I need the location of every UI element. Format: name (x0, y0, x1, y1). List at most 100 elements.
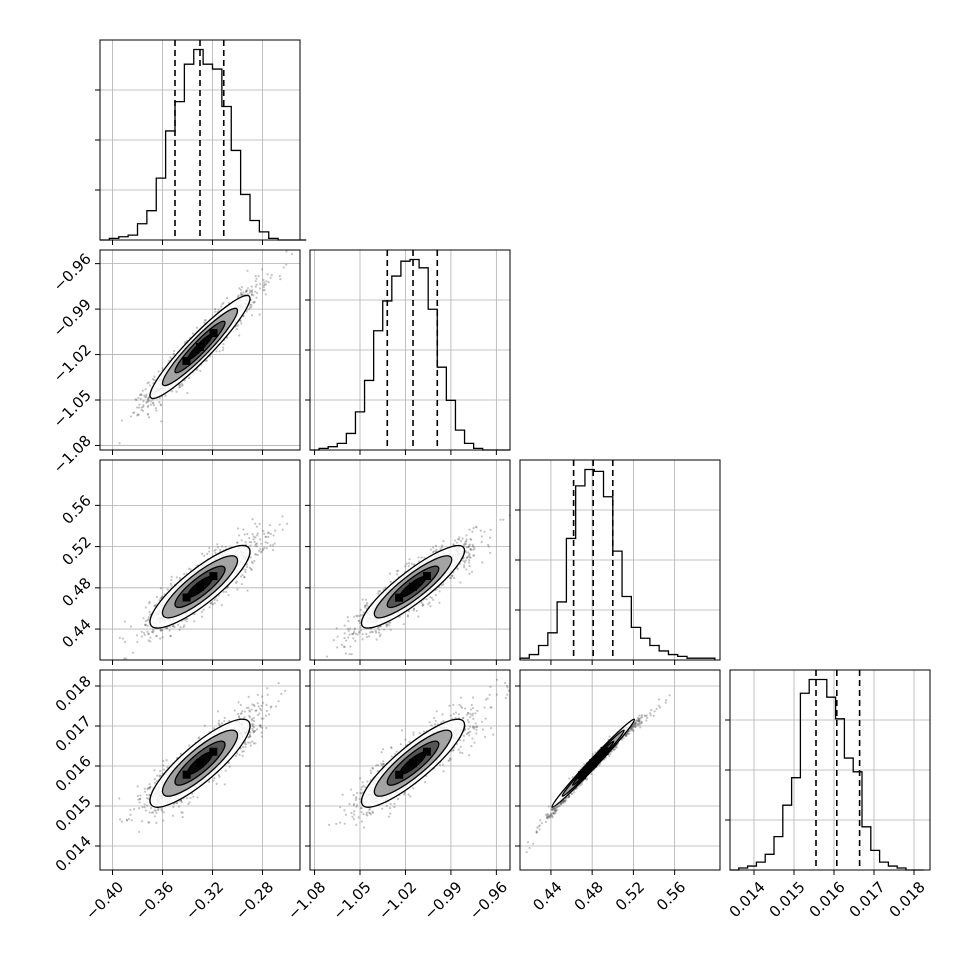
scatter-point (435, 548, 438, 551)
scatter-point (263, 546, 266, 549)
scatter-point (240, 286, 244, 289)
scatter-point (160, 595, 163, 599)
scatter-point (180, 384, 183, 387)
y-tick-label: 0.015 (52, 792, 95, 835)
scatter-point (472, 554, 476, 557)
scatter-point (152, 404, 156, 407)
scatter-point (273, 542, 276, 545)
scatter-point (146, 405, 149, 408)
scatter-point (259, 287, 262, 290)
scatter-point (379, 625, 383, 628)
scatter-point (211, 603, 215, 606)
scatter-point (463, 564, 466, 567)
density-peak (182, 593, 191, 602)
scatter-point (164, 394, 167, 397)
scatter-point (475, 526, 478, 529)
scatter-point (480, 535, 483, 538)
scatter-point (468, 552, 471, 555)
y-tick-label: −1.02 (50, 341, 95, 386)
scatter-density (325, 514, 510, 658)
scatter-point (385, 624, 388, 627)
scatter-point (178, 576, 182, 580)
scatter-point (351, 632, 354, 636)
density-peak (395, 593, 404, 602)
scatter-point (462, 560, 466, 563)
scatter-point (267, 281, 270, 284)
scatter-point (252, 301, 256, 304)
scatter-point (450, 574, 454, 577)
scatter-point (382, 628, 386, 631)
scatter-point (286, 522, 289, 525)
scatter-point (258, 724, 262, 727)
scatter-point (395, 570, 399, 573)
scatter-point (434, 594, 437, 597)
scatter-point (250, 293, 253, 296)
scatter-point (151, 631, 154, 634)
scatter-point (246, 589, 249, 592)
scatter-point (165, 627, 169, 630)
scatter-point (269, 276, 272, 279)
scatter-point (169, 634, 172, 638)
scatter-density (118, 515, 289, 660)
scatter-point (243, 533, 246, 536)
scatter-point (159, 628, 162, 631)
scatter-point (213, 549, 216, 552)
scatter-point (264, 540, 267, 544)
scatter-point (249, 544, 252, 547)
scatter-point (489, 528, 492, 531)
scatter-point (472, 527, 475, 530)
scatter-point (421, 603, 425, 606)
scatter-point (153, 375, 156, 378)
scatter-point (248, 709, 251, 712)
scatter-point (213, 307, 217, 311)
y-tick-label: 0.48 (58, 574, 94, 610)
scatter-point (259, 551, 263, 554)
scatter-point (137, 406, 141, 409)
scatter-point (356, 633, 359, 636)
scatter-point (169, 356, 172, 359)
scatter-point (178, 628, 181, 632)
scatter-point (135, 398, 138, 402)
scatter-point (148, 602, 151, 605)
scatter-point (420, 601, 423, 604)
scatter-point (146, 619, 149, 622)
scatter-point (188, 376, 191, 380)
scatter-point (216, 543, 219, 546)
pair-panel-frame (99, 249, 301, 451)
scatter-point (407, 562, 411, 565)
scatter-point (421, 604, 424, 607)
scatter-point (266, 531, 269, 534)
histogram-step (730, 678, 924, 871)
scatter-point (144, 790, 147, 793)
scatter-point (262, 278, 265, 281)
scatter-point (352, 632, 355, 635)
scatter-point (379, 633, 382, 636)
scatter-point (467, 545, 470, 549)
scatter-point (173, 625, 176, 628)
scatter-point (255, 296, 258, 299)
scatter-point (123, 657, 126, 660)
scatter-point (254, 544, 257, 547)
scatter-point (470, 548, 473, 551)
scatter-point (350, 653, 353, 656)
scatter-point (123, 620, 126, 623)
scatter-point (472, 548, 475, 551)
diag-panel-frame (729, 669, 931, 871)
scatter-point (377, 592, 380, 595)
scatter-point (264, 714, 268, 717)
scatter-point (398, 615, 401, 618)
scatter-point (236, 752, 239, 755)
scatter-point (188, 744, 191, 747)
scatter-point (199, 369, 202, 373)
scatter-point (140, 635, 143, 638)
scatter-point (220, 604, 223, 607)
scatter-point (147, 399, 151, 402)
scatter-point (371, 631, 374, 634)
scatter-point (145, 393, 148, 396)
scatter-point (361, 638, 364, 641)
scatter-point (274, 529, 277, 532)
scatter-point (210, 602, 213, 605)
scatter-point (240, 293, 243, 296)
scatter-point (262, 284, 266, 287)
scatter-point (152, 402, 155, 405)
